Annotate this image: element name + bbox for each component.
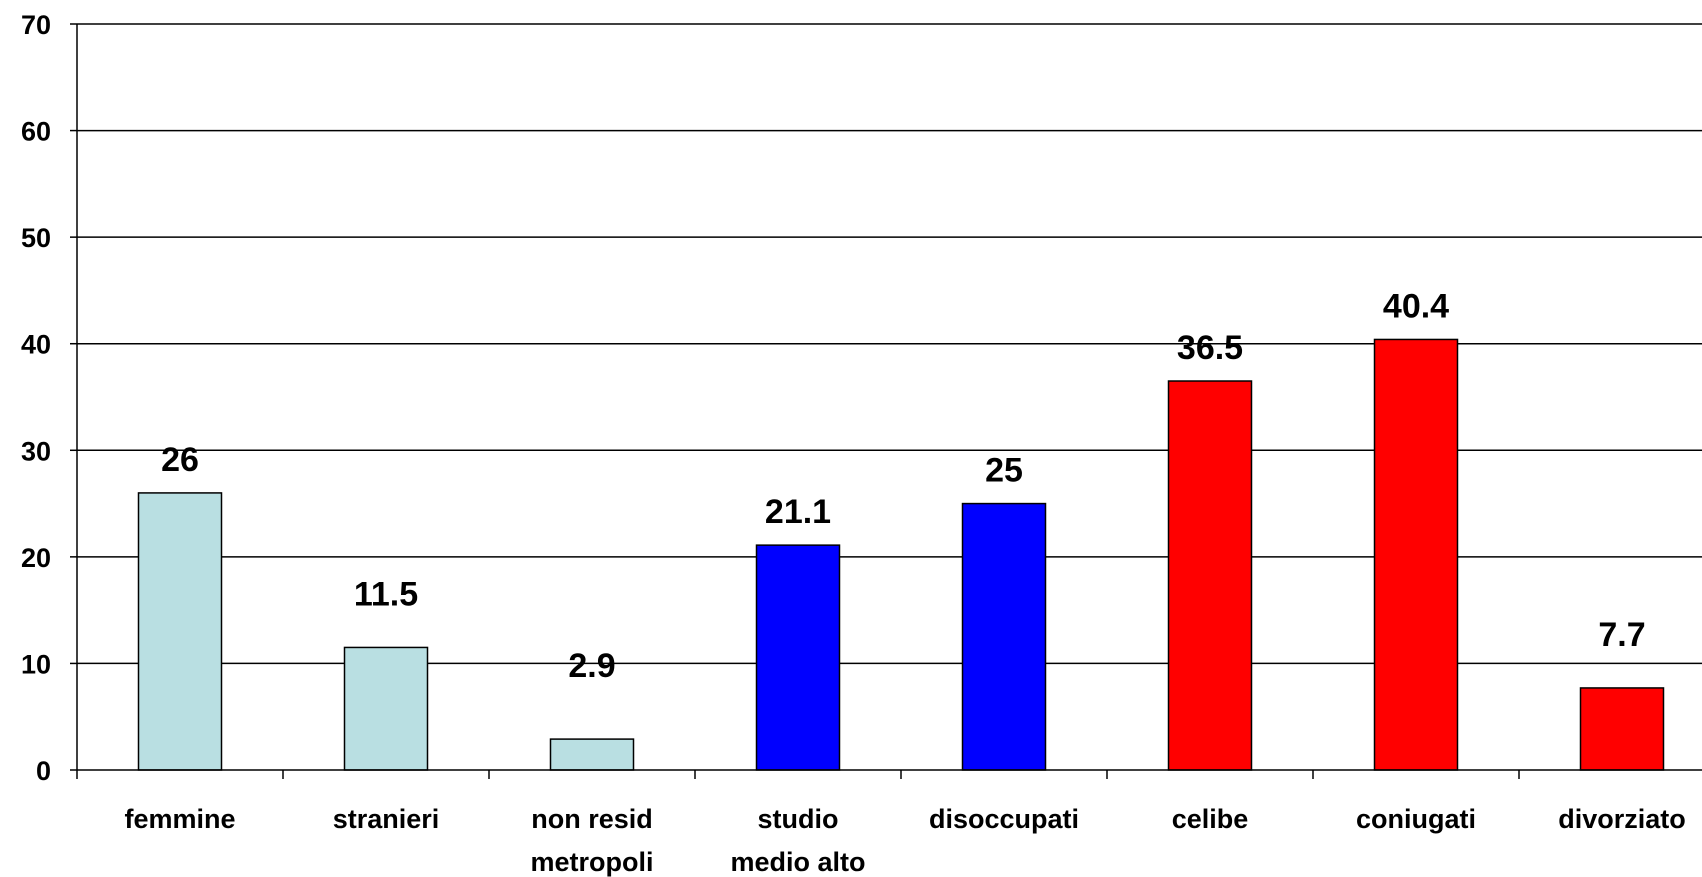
bar	[961, 502, 1047, 771]
data-label: 2.9	[568, 647, 615, 685]
y-tick-label: 10	[21, 649, 51, 679]
bar	[1579, 687, 1665, 771]
category-label: celibe	[1172, 804, 1249, 834]
category-label: metropoli	[530, 847, 653, 877]
data-label: 21.1	[765, 493, 831, 531]
bar	[343, 646, 429, 771]
y-tick-label: 0	[36, 756, 51, 786]
data-label: 26	[161, 441, 199, 479]
axes	[70, 23, 1702, 779]
category-label: non resid	[531, 804, 653, 834]
bar	[1167, 380, 1253, 771]
bar	[755, 544, 841, 771]
category-label: stranieri	[333, 804, 440, 834]
category-label: medio alto	[730, 847, 865, 877]
data-label: 25	[985, 452, 1023, 490]
bar	[137, 492, 223, 771]
data-label: 11.5	[354, 575, 418, 613]
category-label: divorziato	[1558, 804, 1686, 834]
bar	[1373, 338, 1459, 771]
y-tick-label: 50	[21, 223, 51, 253]
data-label: 36.5	[1177, 329, 1243, 367]
bar	[549, 738, 635, 771]
category-label: disoccupati	[929, 804, 1079, 834]
y-tick-label: 30	[21, 436, 51, 466]
y-tick-label: 70	[21, 10, 51, 40]
y-tick-label: 60	[21, 117, 51, 147]
labels: 0 10 20 30 40 50 60 70 26 femmine 11.5 stranieri 2.9…	[21, 10, 1686, 877]
y-tick-label: 20	[21, 543, 51, 573]
y-tick-label: 40	[21, 330, 51, 360]
bars	[137, 338, 1665, 771]
category-label: femmine	[124, 804, 235, 834]
category-label: coniugati	[1356, 804, 1476, 834]
gridlines	[77, 23, 1702, 665]
category-label: studio	[758, 804, 839, 834]
data-label: 40.4	[1383, 287, 1449, 325]
data-label: 7.7	[1598, 616, 1645, 654]
